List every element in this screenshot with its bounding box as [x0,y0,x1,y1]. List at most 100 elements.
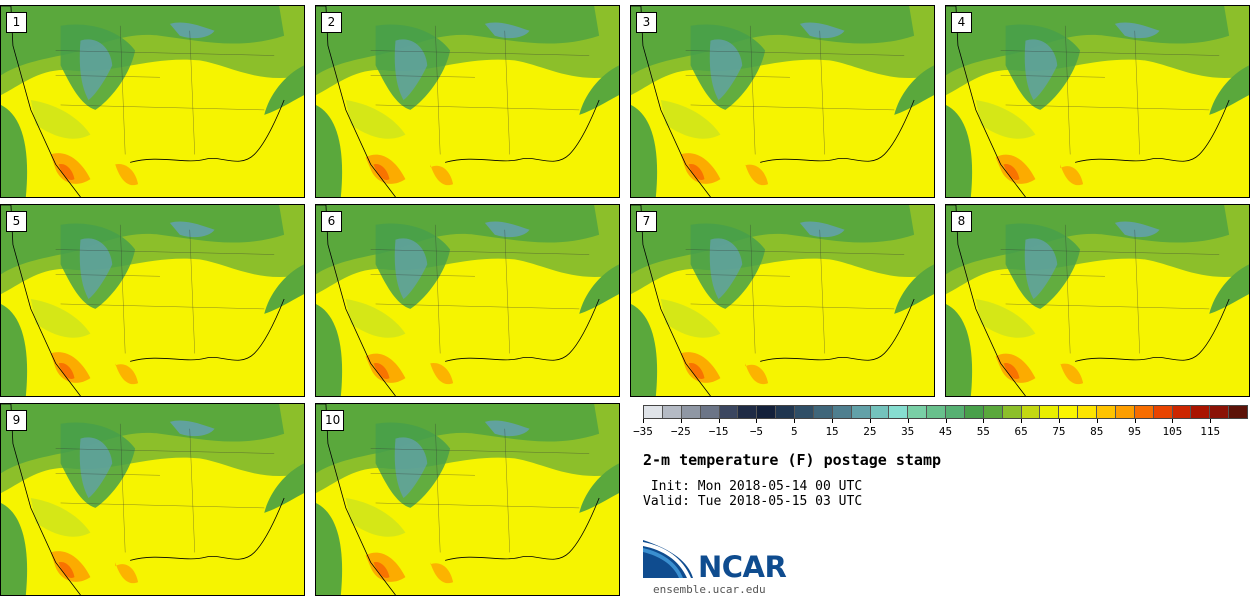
colorbar-swatch [719,406,739,418]
colorbar-swatch [1097,406,1116,418]
temperature-map [1,404,304,595]
colorbar-swatch [738,406,758,418]
ensemble-member-panel: 4 [945,5,1250,198]
colorbar-tick [832,419,834,423]
colorbar-tick [907,419,909,423]
colorbar-swatch [1172,406,1192,418]
colorbar-tick [680,419,682,423]
member-number-label: 9 [6,410,27,431]
temperature-map [316,6,619,197]
colorbar-swatch [1002,406,1022,418]
colorbar-swatch [700,406,720,418]
colorbar-swatch [1078,406,1097,418]
member-number-label: 5 [6,211,27,232]
member-number-label: 1 [6,12,27,33]
member-number-label: 6 [321,211,342,232]
colorbar-tick-label: 45 [938,425,953,438]
ensemble-member-panel: 2 [315,5,620,198]
colorbar-swatch [795,406,814,418]
colorbar-swatch [644,406,663,418]
temperature-map [946,6,1249,197]
temperature-map [946,205,1249,396]
colorbar-tick [869,419,871,423]
colorbar-swatch [1040,406,1060,418]
colorbar-swatch [757,406,777,418]
member-number-label: 4 [951,12,972,33]
colorbar-swatch [813,406,833,418]
temperature-map [1,205,304,396]
member-number-label: 10 [321,410,345,431]
colorbar-swatch [1191,406,1211,418]
colorbar-swatch [1115,406,1135,418]
temperature-map [631,205,934,396]
ensemble-member-panel: 1 [0,5,305,198]
valid-time: Valid: Tue 2018-05-15 03 UTC [643,494,863,509]
temperature-map [1,6,304,197]
colorbar-tick [794,419,796,423]
colorbar-tick-labels: −35 −25 −15 −5 5 15 25 35 45 55 65 75 85 95 105 115 [633,419,1248,441]
colorbar-swatch [1229,406,1247,418]
colorbar-swatch [681,406,701,418]
colorbar-swatch [1021,406,1041,418]
colorbar-tick-label: 85 [1090,425,1104,438]
colorbar-tick-label: −25 [670,425,691,438]
colorbar-tick [756,419,758,423]
ensemble-member-panel: 7 [630,204,935,397]
colorbar-tick [1021,419,1023,423]
colorbar-swatch [983,406,1003,418]
colorbar-swatch [662,406,682,418]
ensemble-member-panel: 9 [0,403,305,596]
colorbar-tick-label: 75 [1052,425,1066,438]
colorbar-swatch [851,406,871,418]
colorbar-swatch [964,406,984,418]
colorbar-tick-label: −5 [749,425,764,438]
colorbar-swatch [870,406,890,418]
colorbar-swatch [1153,406,1173,418]
colorbar-tick [945,419,947,423]
ncar-logo-icon [643,540,693,578]
temperature-colorbar [643,405,1248,419]
colorbar-swatch [908,406,928,418]
colorbar-swatch [1210,406,1230,418]
ensemble-member-panel: 6 [315,204,620,397]
colorbar-swatch [927,406,946,418]
colorbar-tick [1096,419,1098,423]
colorbar-tick [983,419,985,423]
member-number-label: 3 [636,12,657,33]
colorbar-tick [718,419,720,423]
temperature-map [631,6,934,197]
member-number-label: 2 [321,12,342,33]
colorbar-tick [1172,419,1174,423]
colorbar-tick-label: 15 [825,425,839,438]
ncar-logo-text: NCAR [698,550,787,584]
ensemble-member-panel: 3 [630,5,935,198]
colorbar-tick [1134,419,1136,423]
colorbar-swatch [1134,406,1154,418]
colorbar-swatch [1059,406,1079,418]
colorbar-tick [1210,419,1212,423]
colorbar-swatch [776,406,795,418]
colorbar-tick-label: −15 [708,425,729,438]
init-time: Init: Mon 2018-05-14 00 UTC [643,479,863,494]
colorbar-tick-label: 35 [901,425,915,438]
ensemble-member-panel: 8 [945,204,1250,397]
temperature-map [316,205,619,396]
colorbar-tick-label: −35 [633,425,653,438]
colorbar-tick-label: 5 [790,425,798,438]
site-url: ensemble.ucar.edu [653,583,766,596]
colorbar-tick [1058,419,1060,423]
colorbar-tick-label: 95 [1127,425,1142,438]
member-number-label: 8 [951,211,972,232]
colorbar-swatch [832,406,852,418]
colorbar-tick-label: 115 [1200,425,1221,438]
colorbar-swatch [889,406,909,418]
chart-title: 2-m temperature (F) postage stamp [643,451,942,469]
colorbar-tick-label: 65 [1014,425,1028,438]
member-number-label: 7 [636,211,657,232]
temperature-map [316,404,619,595]
ensemble-member-panel: 5 [0,204,305,397]
ensemble-member-panel: 10 [315,403,620,596]
colorbar-tick-label: 25 [863,425,877,438]
colorbar-tick [643,419,644,423]
colorbar-tick-label: 55 [976,425,990,438]
